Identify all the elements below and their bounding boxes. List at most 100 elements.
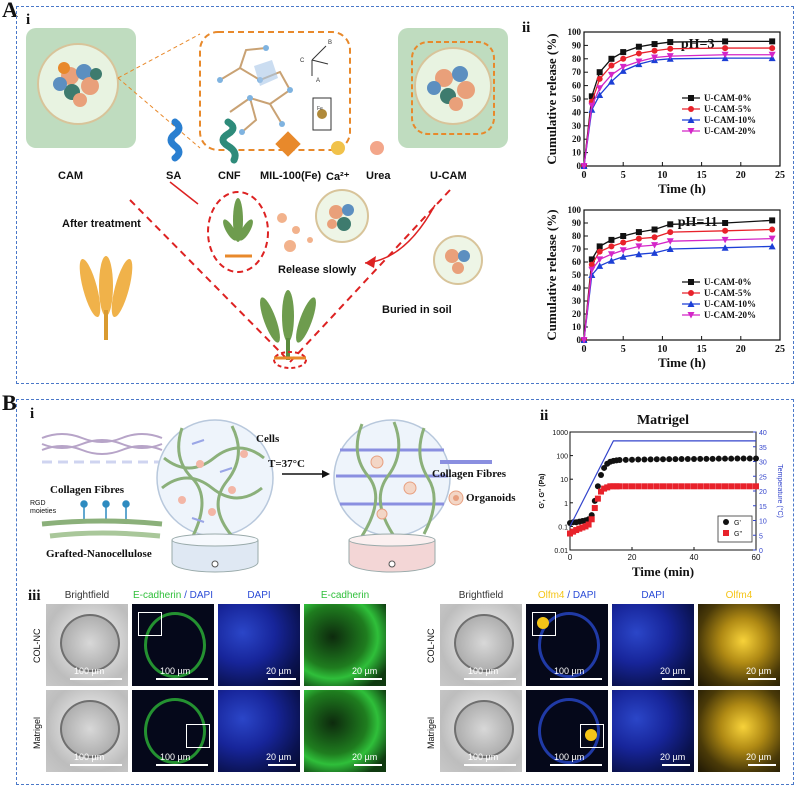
panel-b-iii-label: iii [28,588,41,604]
legend-entry: U-CAM-5% [704,104,752,114]
data-point [678,455,685,462]
scale-bar [268,764,296,766]
data-point [703,455,710,462]
series-line [583,57,773,167]
data-point [651,47,658,54]
y-tick-label: 90 [572,218,582,228]
data-point [567,530,573,537]
series-line [583,245,773,341]
ucam-particle-cluster [427,66,475,111]
y-tick-label: 60 [572,81,582,91]
temperature-label: T=37°C [268,458,305,470]
wheat-ears-icon [79,256,133,340]
brightfield-image [440,690,522,772]
y-tick-label: 80 [572,231,582,241]
organoid-outline [60,700,120,758]
data-point [596,91,604,98]
data-point [608,55,615,62]
chart-ph3: 0 5 10 15 20 25 0 10 20 30 40 50 60 70 80 90 100 Time (h)… [544,27,785,196]
series-line [583,40,773,167]
scale-bar [550,764,602,766]
data-point [635,43,642,50]
data-point [582,523,589,530]
data-point [596,256,604,263]
component-cnf-label: CNF [218,170,241,182]
organoid-dots [370,455,417,520]
y-tick-label: 40 [572,283,582,293]
data-point [620,239,627,246]
data-point [768,242,776,250]
panel-a-ii-label: ii [522,20,531,36]
e-cadherin-image [304,690,386,772]
series-line [583,237,773,341]
data-point [607,251,615,258]
component-calcium-label: Ca²⁺ [326,171,350,183]
data-point [641,483,648,490]
data-point [594,495,601,502]
dapi-image [218,690,300,772]
y2-tick-label: 15 [759,504,767,511]
dapi-image [612,604,694,686]
scale-bar-20-label: 20 µm [352,752,378,762]
data-point [651,226,658,233]
data-point [691,483,697,490]
y-tick-label: 1 [564,501,568,508]
y-tick-label: 40 [572,107,582,117]
chart-title: pH=11 [678,215,718,230]
brightfield-image [46,690,128,772]
scale-bar [354,764,382,766]
data-point [594,483,601,490]
brightfield-image [440,604,522,686]
scale-bar-100-label: 100 µm [160,666,191,676]
scale-bar-20-label: 20 µm [660,666,686,676]
olfm4-signal [537,617,549,629]
data-point [619,63,627,71]
y2-tick-label: 30 [759,460,767,467]
data-point [666,245,674,252]
nanocellulose-strand [41,518,163,527]
data-point [576,525,583,532]
y2-tick-label: 5 [759,533,763,540]
y-tick-label: 0.01 [554,548,568,555]
data-point [722,227,729,234]
scale-bar [464,678,516,680]
data-point [722,483,728,490]
data-point [684,455,691,462]
data-point [660,456,666,463]
scale-bar-100-label: 100 µm [74,752,105,762]
scale-bar-100-label: 100 µm [468,752,499,762]
cnf-icon [219,118,239,164]
data-point [666,53,674,60]
data-point [588,256,595,263]
grafted-nanocellulose-label: Grafted-Nanocellulose [46,548,152,560]
data-point [588,93,595,100]
data-point [613,483,620,490]
data-point [588,102,596,110]
y-tick-label: 70 [572,244,582,254]
olfm4-signal [585,729,597,741]
legend-entry: U-CAM-10% [704,299,756,309]
release-slowly-label: Release slowly [278,264,357,276]
zoom-region-box [532,612,556,636]
organoid-fluorescence [144,612,206,678]
y2-tick-label: 0 [759,548,763,555]
legend-entry: U-CAM-0% [704,277,752,287]
y-tick-label: 50 [572,270,582,280]
collagen-fibres-icon [41,433,163,455]
scale-bar [550,678,602,680]
chart-ph11: 0 5 10 15 20 25 0 10 20 30 40 50 60 70 80 90 100 Time (h)… [544,205,785,370]
data-point [608,243,615,250]
data-point [629,483,635,490]
crystal-axis-a: A [316,78,320,84]
data-point [620,233,627,239]
data-point [666,483,673,490]
y-axis-label: G', G'' (Pa) [539,474,546,509]
data-point [740,483,747,490]
series-line [583,228,773,341]
data-point [728,483,735,490]
data-point [580,337,588,344]
row-label-matrigel: Matrigel [426,716,436,749]
legend-entry: U-CAM-0% [704,93,752,103]
data-point [769,217,776,224]
x-tick-label: 15 [697,170,707,181]
